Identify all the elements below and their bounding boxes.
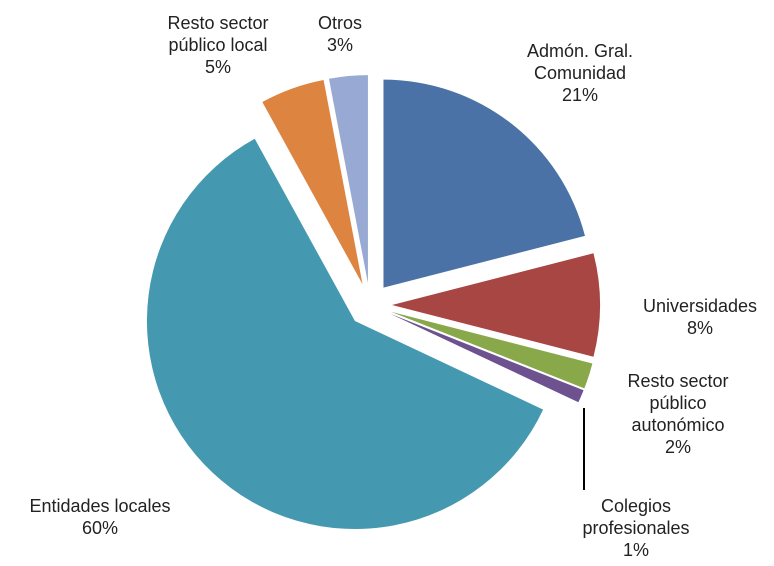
slice-value: 1%: [622, 540, 649, 560]
slice-label: Universidades 8%: [630, 295, 770, 339]
slice-value: 5%: [204, 57, 231, 77]
pie-slice: [390, 311, 593, 389]
slice-category: Resto sector público autonómico: [627, 371, 729, 435]
slice-label: Resto sector público local 5%: [153, 12, 283, 78]
slice-category: Admón. Gral. Comunidad: [526, 41, 634, 83]
slice-value: 3%: [326, 35, 353, 55]
pie-slice: [328, 75, 368, 284]
pie-slice: [262, 79, 363, 285]
slice-label: Admón. Gral. Comunidad 21%: [515, 40, 645, 106]
slice-category: Colegios profesionales: [582, 496, 690, 538]
pie-slice: [390, 313, 584, 403]
slice-label: Entidades locales 60%: [10, 495, 190, 539]
slice-value: 60%: [81, 518, 119, 538]
slice-value: 8%: [686, 318, 713, 338]
slice-category: Resto sector público local: [167, 13, 269, 55]
pie-slice: [392, 253, 600, 357]
slice-label: Colegios profesionales 1%: [566, 495, 706, 561]
pie-slice: [146, 138, 544, 530]
slice-label: Otros 3%: [310, 12, 370, 56]
pie-slice: [383, 79, 585, 288]
slice-category: Universidades: [642, 296, 758, 316]
slice-value: 2%: [664, 437, 691, 457]
slice-category: Otros: [317, 13, 362, 33]
slice-label: Resto sector público autonómico 2%: [613, 370, 743, 458]
slice-category: Entidades locales: [29, 496, 171, 516]
slice-value: 21%: [561, 85, 599, 105]
